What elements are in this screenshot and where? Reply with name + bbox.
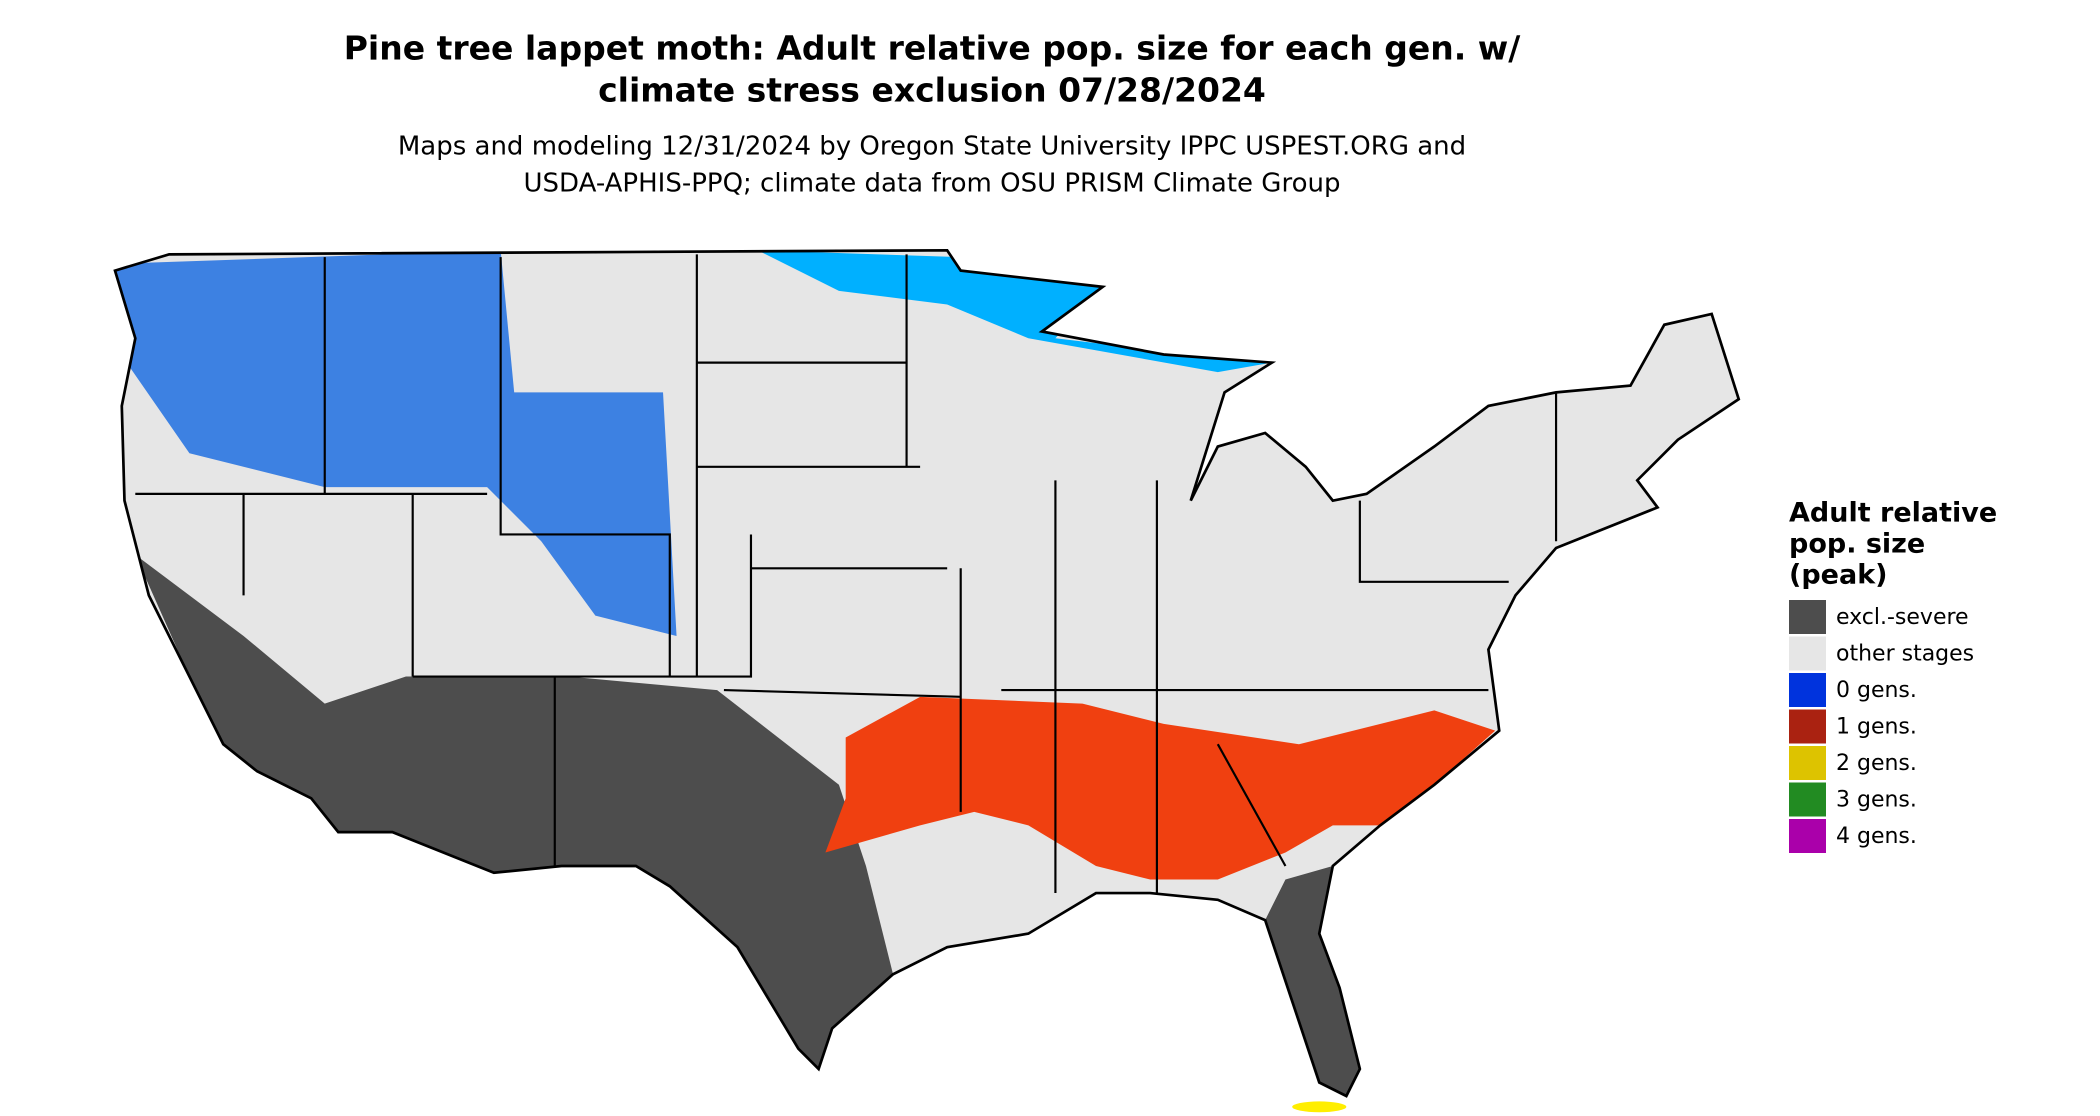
- legend-title: pop. size: [1789, 529, 1925, 560]
- legend-swatch: [1789, 673, 1826, 707]
- legend-label: other stages: [1836, 642, 1974, 667]
- zone-excluded: [135, 554, 894, 1069]
- title: Pine tree lappet moth: Adult relative po…: [344, 29, 1522, 68]
- state-lines: [135, 254, 1558, 894]
- border: [113, 248, 1741, 1098]
- zone-blue: [115, 250, 677, 636]
- legend-label: 4 gens.: [1836, 824, 1917, 849]
- legend: Adult relative pop. size (peak) excl.-se…: [1789, 498, 1997, 853]
- zone-excluded: [1265, 865, 1360, 1097]
- legend-swatch: [1789, 819, 1826, 853]
- legend-label: 3 gens.: [1836, 788, 1917, 813]
- legend-swatch: [1789, 636, 1826, 671]
- legend-swatch: [1789, 709, 1826, 744]
- legend-swatch: [1789, 782, 1826, 817]
- legend-swatch: [1789, 746, 1826, 780]
- zone-yellow: [1292, 1101, 1347, 1113]
- legend-swatch: [1789, 600, 1826, 634]
- subtitle: USDA-APHIS-PPQ; climate data from OSU PR…: [524, 169, 1341, 199]
- legend-title: Adult relative: [1789, 498, 1997, 529]
- legend-title: (peak): [1789, 560, 1888, 591]
- legend-label: 0 gens.: [1836, 678, 1917, 703]
- legend-label: 1 gens.: [1836, 715, 1917, 740]
- title: climate stress exclusion 07/28/2024: [598, 71, 1266, 110]
- zone-lightblue: [757, 250, 1272, 373]
- subtitle: Maps and modeling 12/31/2024 by Oregon S…: [398, 132, 1466, 162]
- zone-orange: [825, 696, 1496, 880]
- map: [113, 248, 1741, 1113]
- legend-label: excl.-severe: [1836, 605, 1969, 630]
- legend-label: 2 gens.: [1836, 751, 1917, 776]
